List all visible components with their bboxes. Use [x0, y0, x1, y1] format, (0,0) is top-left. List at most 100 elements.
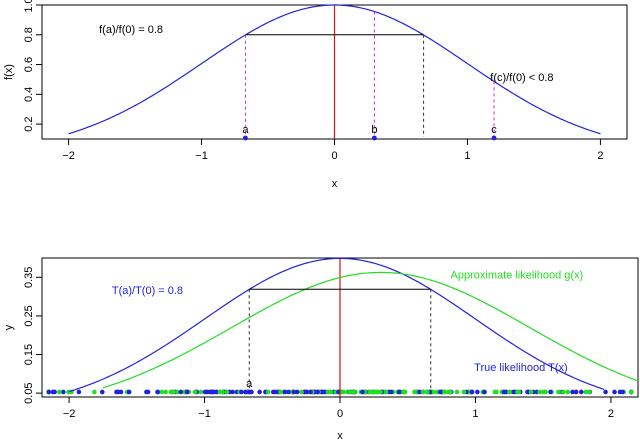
rug-point: [144, 389, 149, 395]
annotation: True likelihood T(x): [474, 362, 568, 374]
x-tick-label: 0: [337, 408, 343, 420]
rug-point: [192, 389, 198, 395]
point-label-a: a: [246, 378, 253, 390]
rug-point: [265, 389, 271, 395]
rug-point: [99, 389, 105, 395]
rug-point: [360, 389, 365, 395]
point-a: [246, 389, 252, 395]
y-tick-label: 0.25: [23, 305, 35, 326]
annotation: f(c)/f(0) < 0.8: [490, 72, 553, 84]
x-axis-title: x: [332, 178, 338, 190]
rug-point: [114, 389, 119, 395]
rug-point: [412, 389, 417, 395]
rug-point: [299, 389, 304, 395]
rug-point: [579, 389, 584, 395]
rug-point: [308, 389, 313, 395]
bottom-panel: −2 −1 0 1 2 0.05 0.15 0.25 0.35 x y a T(a)/T(0) = 0.…: [3, 257, 639, 442]
x-tick-label: −2: [62, 150, 75, 162]
rug-point: [420, 389, 426, 395]
rug-point: [469, 389, 475, 395]
y-tick-label: 0.6: [23, 57, 35, 72]
rug-point: [628, 389, 634, 395]
x-tick-label: −1: [195, 150, 208, 162]
rug-point: [230, 389, 235, 395]
rug-point: [61, 389, 66, 395]
annotation: f(a)/f(0) = 0.8: [99, 24, 163, 36]
rug-point: [347, 389, 353, 395]
annotation: Approximate likelihood g(x): [451, 269, 584, 281]
rug-point: [461, 389, 467, 395]
x-axis-title: x: [337, 430, 343, 442]
rug-point: [556, 389, 561, 395]
y-tick-label: 0.8: [23, 27, 35, 42]
rug-point: [163, 389, 168, 395]
rug-point: [603, 389, 608, 395]
rug-point: [417, 389, 422, 395]
rug-point: [224, 389, 230, 395]
series-line-blue: [68, 4, 601, 135]
rug-point: [239, 389, 244, 395]
rug-point: [159, 389, 165, 395]
y-tick-label: 0.4: [23, 87, 35, 102]
x-tick-label: −1: [198, 408, 211, 420]
rug-point: [396, 389, 402, 395]
point-a: [243, 135, 248, 141]
rug-point: [434, 389, 440, 395]
rug-point: [454, 389, 460, 395]
rug-point: [315, 389, 320, 395]
y-tick-label: 0.15: [23, 344, 35, 365]
series-line-blue: [68, 257, 605, 393]
rug-point: [273, 389, 278, 395]
rug-point: [620, 389, 625, 395]
y-tick-label: 0.35: [23, 267, 35, 288]
x-tick-label: 1: [464, 150, 470, 162]
rug-point: [438, 389, 443, 395]
rug-point: [204, 389, 210, 395]
y-axis-title: f(x): [3, 64, 15, 80]
y-axis-title: y: [3, 324, 15, 330]
point-label-c: c: [491, 124, 497, 136]
rug-point: [516, 389, 522, 395]
rug-point: [184, 389, 190, 395]
point-label-a: a: [242, 124, 249, 136]
rug-point: [561, 389, 566, 395]
rug-point: [528, 389, 534, 395]
rug-point: [291, 389, 297, 395]
rug-point: [612, 389, 617, 395]
rug-point: [243, 389, 248, 395]
rug-point: [507, 389, 512, 395]
rug-point: [448, 389, 453, 395]
rug-point: [294, 389, 300, 395]
rug-point: [126, 389, 132, 395]
rug-point: [155, 389, 160, 395]
x-tick-label: 2: [608, 408, 614, 420]
rug-point: [543, 389, 548, 395]
rug-point: [220, 389, 225, 395]
rug-point: [573, 389, 579, 395]
rug-point: [492, 389, 498, 395]
rug-point: [302, 389, 308, 395]
point-label-b: b: [371, 124, 377, 136]
rug-point: [570, 389, 575, 395]
rug-point: [482, 389, 487, 395]
rug-point: [388, 389, 394, 395]
rug-point: [282, 389, 288, 395]
rug-point: [370, 389, 376, 395]
rug-point: [378, 389, 383, 395]
x-tick-label: 0: [331, 150, 337, 162]
rug-point: [401, 389, 406, 395]
point-b: [371, 135, 377, 141]
rug-point: [76, 389, 82, 395]
x-tick-label: 2: [597, 150, 603, 162]
series-line-green: [102, 271, 639, 389]
x-tick-label: −2: [63, 408, 76, 420]
y-tick-label: 0.2: [23, 116, 35, 131]
rug-point: [374, 389, 380, 395]
rug-point: [425, 389, 430, 395]
rug-point: [257, 389, 262, 395]
rug-point: [209, 389, 215, 395]
rug-point: [50, 389, 56, 395]
top-panel: −2 −1 0 1 2 0.2 0.4 0.6 0.8 1.0 x f(x) a b c f(a)/f(0) …: [3, 0, 628, 190]
rug-point: [92, 389, 97, 395]
